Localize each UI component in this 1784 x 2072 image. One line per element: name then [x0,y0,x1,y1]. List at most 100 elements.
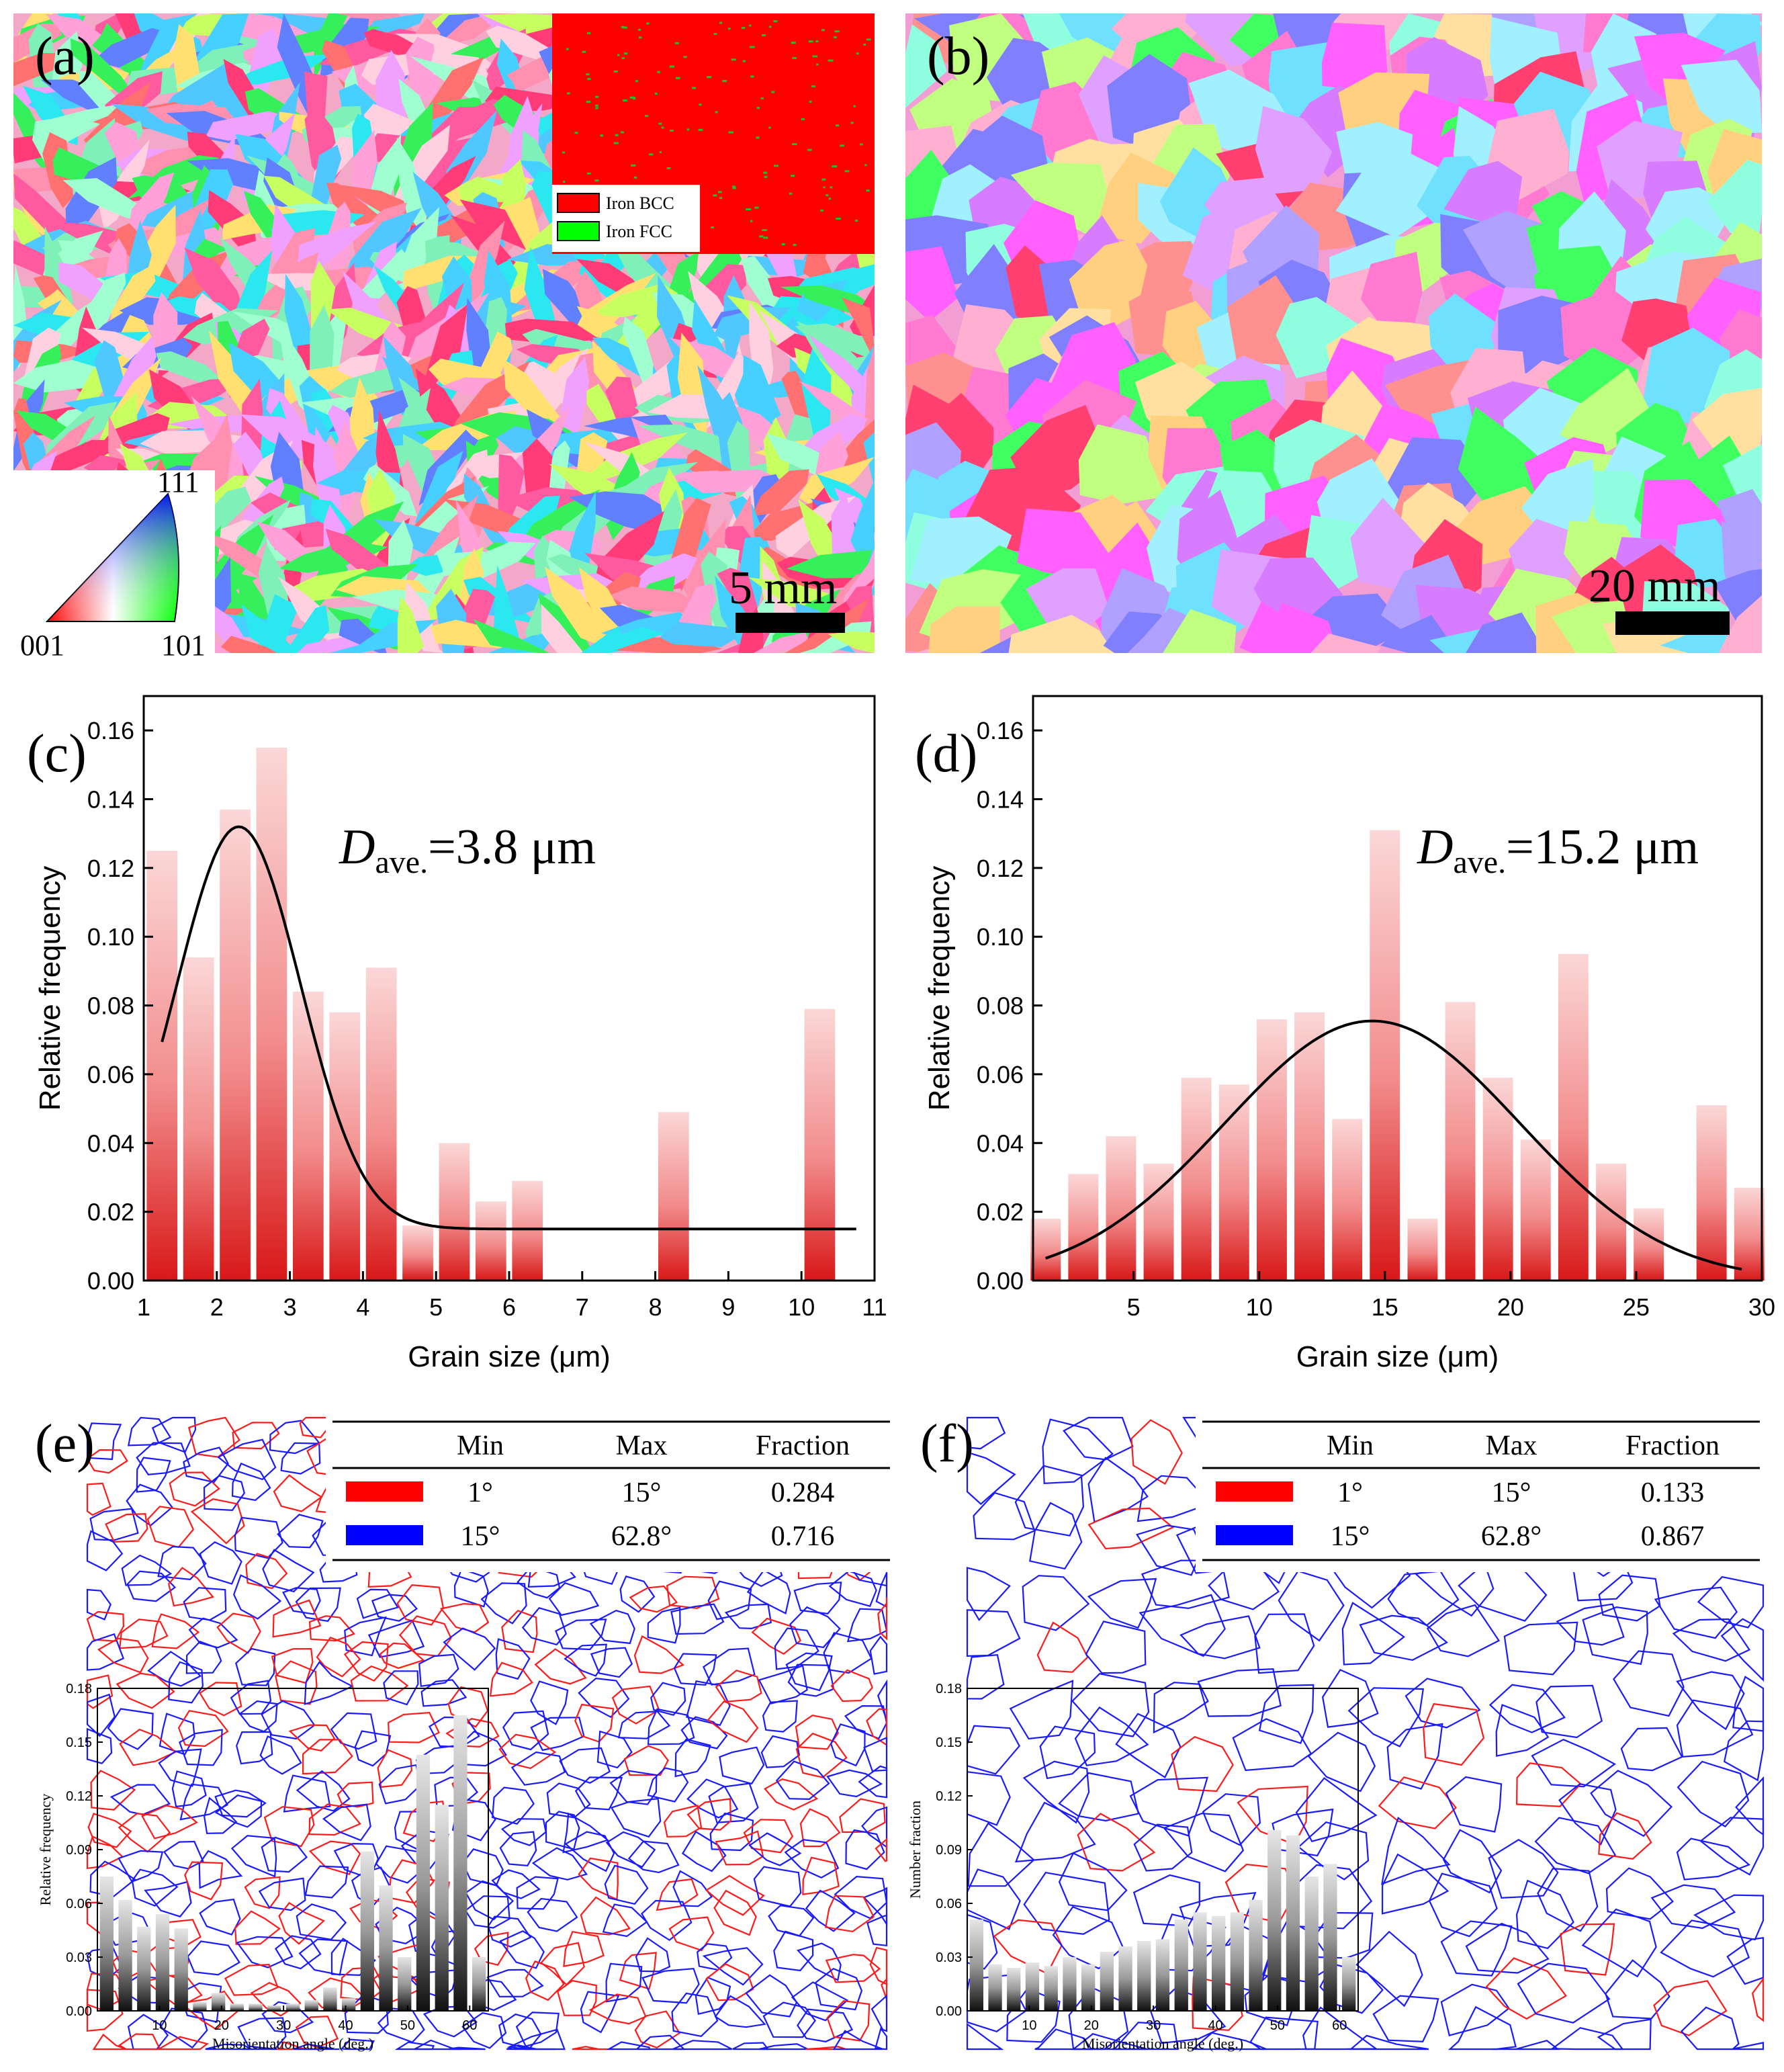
grain-boundary [232,1422,280,1450]
grain-boundary [1341,1602,1406,1666]
grain-boundary [604,1864,649,1905]
grain-boundary [1014,1465,1085,1537]
grain [608,586,693,613]
grain-boundary [825,1895,875,1933]
scale-bar-a [735,613,845,633]
fcc-dot [768,126,771,129]
table-cell: 0.716 [771,1521,835,1552]
grain-boundary [109,1784,171,1815]
grain-boundary [235,1647,276,1686]
fcc-dot [853,105,856,107]
grain-boundary [672,1870,713,1907]
grain-boundary [344,1616,387,1657]
grain-boundary [86,1633,125,1671]
grain-boundary [510,1751,566,1786]
fcc-dot [582,50,586,53]
bar [118,1899,132,2011]
fcc-dot [587,78,591,81]
grain-boundary [1132,1874,1200,1927]
table-cell: 15° [622,1477,662,1508]
grain-boundary [296,1770,351,1812]
grain-boundary [1029,1502,1083,1570]
scale-bar-label-a: 5 mm [729,562,837,614]
fcc-dot [749,24,752,27]
fcc-dot [762,229,768,231]
table-cell: 15° [461,1521,500,1552]
grain-boundary [773,1930,814,1972]
x-axis-title: Misorientation angle (deg.) [212,2035,373,2052]
grain-boundary [187,1416,240,1458]
grain-boundary [877,1679,888,1722]
grain-boundary [217,1438,277,1481]
grain-boundary [672,2040,733,2051]
fcc-dot [771,91,775,93]
grain-boundary [378,1764,421,1805]
fcc-dot [661,126,664,129]
grain-boundary [966,1654,1005,1700]
fcc-dot [820,209,823,212]
grain-boundary [1699,1817,1765,1876]
grain [285,605,330,653]
grain [752,469,809,516]
grain [240,604,300,653]
fcc-dot [717,191,722,193]
fcc-dot [644,115,649,118]
bar [1212,1915,1226,2011]
grain-boundary [1077,1813,1156,1872]
grain [863,431,875,515]
bar [1304,1876,1319,2011]
grain-boundary [304,1865,349,1899]
grain-boundary [751,1617,801,1655]
grain [1443,161,1523,226]
bar [1063,1957,1077,2011]
grain-boundary [489,1661,533,1697]
grain-boundary [1597,2018,1652,2051]
grain-boundary [250,1981,302,2017]
fcc-dot [760,97,764,99]
grain-boundary [474,1932,509,1966]
grain-boundary [795,1732,848,1778]
grain-boundary [127,1416,172,1447]
x-axis-title: Misorientation angle (deg.) [1082,2035,1243,2052]
grain-boundary [1302,2006,1379,2051]
grain-boundary [448,2046,486,2051]
bar [1007,1968,1021,2011]
grain-boundary [588,1993,647,2025]
grain-boundary [1022,1760,1090,1824]
grain-boundary [1735,1776,1765,1836]
x-tick-label: 50 [400,2018,415,2033]
grain-boundary [966,1770,1011,1826]
bar [285,2003,300,2011]
grain-boundary [1386,1723,1443,1790]
grain-boundary [1531,1738,1616,1788]
grain-boundary [158,1748,202,1787]
grain-boundary [1022,1575,1090,1631]
grain-boundary [198,1850,243,1889]
x-tick-label: 5 [1127,1293,1141,1321]
grain-boundary [875,1568,888,1608]
fcc-dot [750,220,753,222]
grain-boundary [216,1612,261,1654]
panel-a: 111 001 101 Iron BCC Iron FCC (a) 5 mm [13,13,875,662]
legend-swatch-fcc [557,221,600,241]
grain-boundary [1660,1919,1750,1978]
grain [1458,406,1551,510]
bar [1596,1164,1626,1281]
fcc-dot [844,170,850,173]
grain-boundary [184,1861,224,1901]
grain-boundary [784,1839,840,1879]
grain-boundary [635,1937,671,1973]
fcc-dot [586,73,590,76]
grain [558,356,590,443]
grain-boundary [605,1831,656,1868]
grain-boundary [774,1627,819,1670]
bar [1143,1164,1174,1281]
x-tick-label: 30 [1146,2018,1161,2033]
grain-boundary [1590,1770,1673,1838]
grain-boundary [354,1730,392,1767]
table-header: Max [616,1430,668,1461]
grain-boundary [1680,2006,1740,2051]
grain-boundary [86,1693,116,1737]
y-tick-label: 0.06 [66,1897,92,1911]
grain-boundary [753,1866,802,1907]
